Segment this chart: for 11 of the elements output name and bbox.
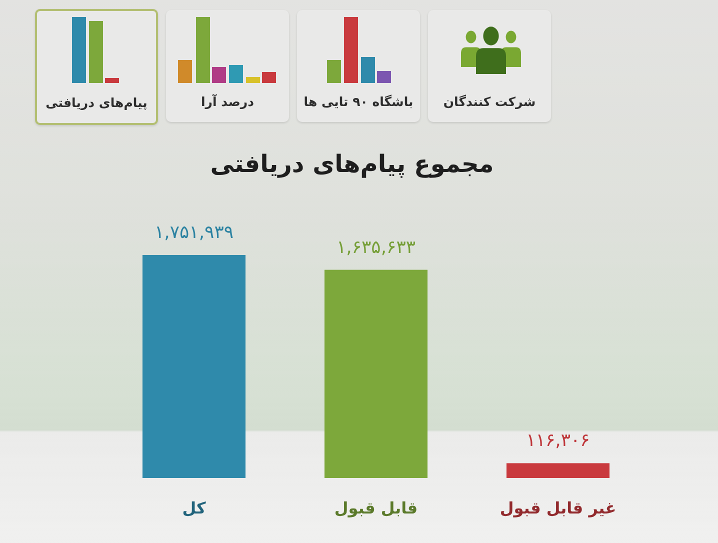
tab-button: باشگاه ۹۰ تایی ها (297, 10, 420, 122)
x-tick-label: قابل قبول (334, 498, 418, 518)
tab-button: شرکت کنندگان (428, 10, 551, 122)
tab-button: پیام‌های دریافتی (35, 9, 158, 125)
tab-button: درصد آرا (166, 10, 289, 122)
x-tick-label: کل (182, 498, 206, 518)
chart-title: مجموع پیام‌های دریافتی (210, 150, 494, 178)
x-tick-label: غیر قابل قبول (500, 498, 616, 518)
data-label: ۱,۷۵۱,۹۳۹ (154, 222, 234, 243)
data-label: ۱۱۶,۳۰۶ (526, 430, 590, 452)
data-label: ۱,۶۳۵,۶۳۳ (336, 236, 416, 258)
